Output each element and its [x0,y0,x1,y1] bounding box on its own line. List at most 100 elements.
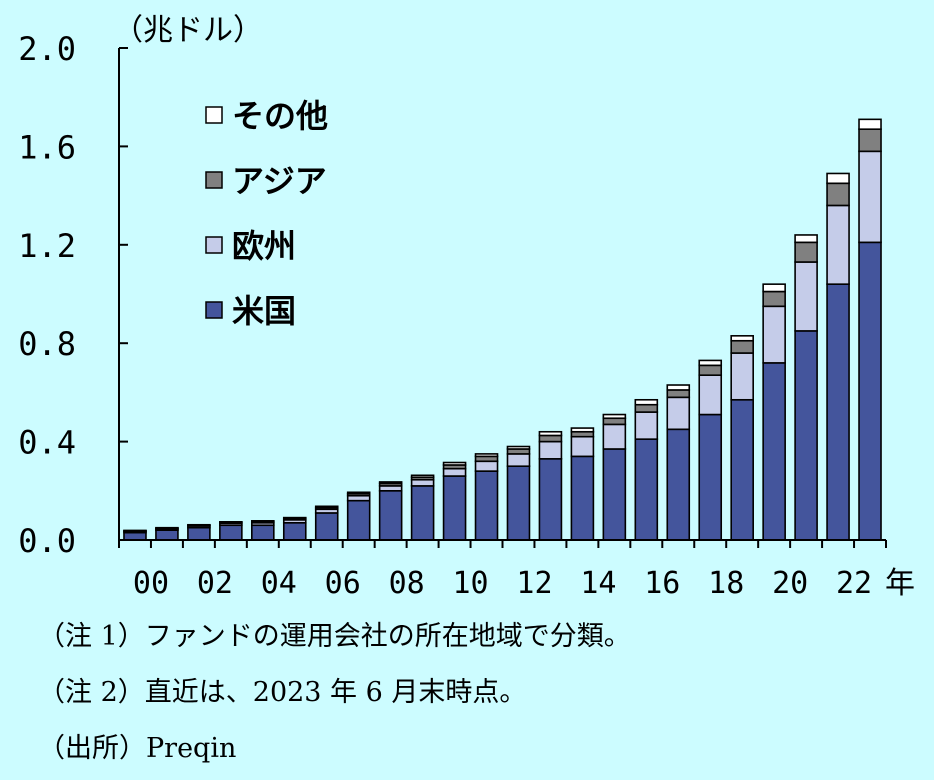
bar-0-20 [762,362,786,541]
x-tick-label: 02 [197,566,233,601]
unit-label: （兆ドル） [113,13,263,48]
plot-area [123,118,882,541]
bar-3-00 [123,529,147,532]
bar-1-22 [826,204,850,285]
bar-1-10 [442,467,467,477]
bar-1-14 [570,435,595,458]
bar-1-18 [698,374,723,416]
y-tick-label: 0.0 [18,522,76,560]
bar-0-11 [474,470,499,541]
bar-1-21 [794,261,818,332]
legend-swatch [205,236,223,254]
y-tick-label: 2.0 [18,30,76,68]
bar-0-22 [826,283,850,541]
source-note: （出所）Preqin [38,733,237,764]
bar-0-02 [187,526,211,541]
bar-1-19 [730,352,754,401]
bar-0-07 [346,499,371,541]
bar-3-21 [794,234,818,244]
bar-0-06 [314,512,339,541]
bar-3-04 [251,520,275,523]
bar-0-19 [730,398,754,541]
bar-3-08 [378,481,403,485]
bar-0-00 [123,531,147,541]
y-tick-label: 1.2 [18,227,76,265]
bar-1-13 [538,440,563,460]
bar-3-11 [474,453,499,458]
x-tick-label: 22 [836,566,872,601]
bar-1-15 [602,423,627,450]
bar-3-13 [538,430,563,437]
bar-3-20 [762,283,786,293]
bar-3-07 [346,491,371,495]
bar-2-22 [826,182,850,207]
bar-0-03 [219,524,243,541]
bar-0-12 [506,465,531,541]
bar-0-18 [698,413,723,541]
bar-3-02 [187,523,211,527]
bar-3-01 [155,526,179,530]
bar-3-23 [858,118,882,130]
bar-2-23 [858,128,882,153]
legend-swatch [205,106,223,124]
stacked-bar-chart: 0.0 0.4 0.8 1.2 1.6 2.0 00 02 04 06 08 10 12 14 16 18 20… [18,13,915,601]
bar-0-04 [251,524,275,541]
x-tick-label: 16 [644,566,680,601]
legend-swatch [205,301,223,319]
bar-3-14 [570,427,595,433]
legend-label: 欧州 [232,227,296,265]
legend-label: アジア [232,162,327,200]
bar-3-17 [666,384,691,391]
y-tick-label: 1.6 [18,128,76,166]
bar-2-21 [794,241,818,263]
x-tick-label: 14 [580,566,616,601]
bar-0-09 [410,485,435,541]
bar-3-03 [219,520,243,524]
axes: 0.0 0.4 0.8 1.2 1.6 2.0 00 02 04 06 08 10 12 14 16 18 20… [18,13,915,601]
bar-0-08 [378,489,403,541]
x-tick-label: 04 [261,566,297,601]
footnotes: （注 1）ファンドの運用会社の所在地域で分類。 （注 2）直近は、2023 年 … [38,612,631,780]
bar-2-17 [666,389,691,399]
bar-3-06 [314,505,339,509]
note-1: （注 1）ファンドの運用会社の所在地域で分類。 [38,621,631,652]
bar-1-16 [634,411,659,440]
note-2: （注 2）直近は、2023 年 6 月末時点。 [38,677,527,708]
bar-0-05 [282,521,307,541]
bar-3-16 [634,398,659,406]
bar-1-23 [858,150,882,244]
bar-0-23 [858,241,882,541]
bar-1-20 [762,305,786,364]
bar-0-21 [794,330,818,541]
x-tick-label: 00 [133,566,169,601]
bar-3-05 [282,516,307,520]
x-unit-label: 年 [885,566,915,601]
y-tick-label: 0.4 [18,424,76,462]
bar-3-15 [602,413,627,420]
bar-1-11 [474,460,499,472]
bar-0-15 [602,448,627,541]
bar-3-18 [698,359,723,367]
legend-swatch [205,171,223,189]
bar-1-09 [410,478,435,487]
x-tick-label: 12 [516,566,552,601]
bar-2-19 [730,339,754,354]
bar-2-16 [634,403,659,413]
bar-2-18 [698,364,723,376]
bar-2-15 [602,417,627,426]
bar-1-17 [666,396,691,431]
x-tick-label: 18 [708,566,744,601]
x-tick-label: 10 [452,566,488,601]
bar-1-12 [506,453,531,467]
bar-3-10 [442,461,467,466]
bar-0-17 [666,428,691,541]
bar-3-12 [506,445,531,450]
y-tick-label: 0.8 [18,325,76,363]
bar-0-13 [538,458,563,541]
bar-2-13 [538,434,563,443]
bar-0-10 [442,475,467,541]
bar-2-20 [762,290,786,308]
bar-0-01 [155,529,179,541]
x-tick-label: 06 [325,566,361,601]
